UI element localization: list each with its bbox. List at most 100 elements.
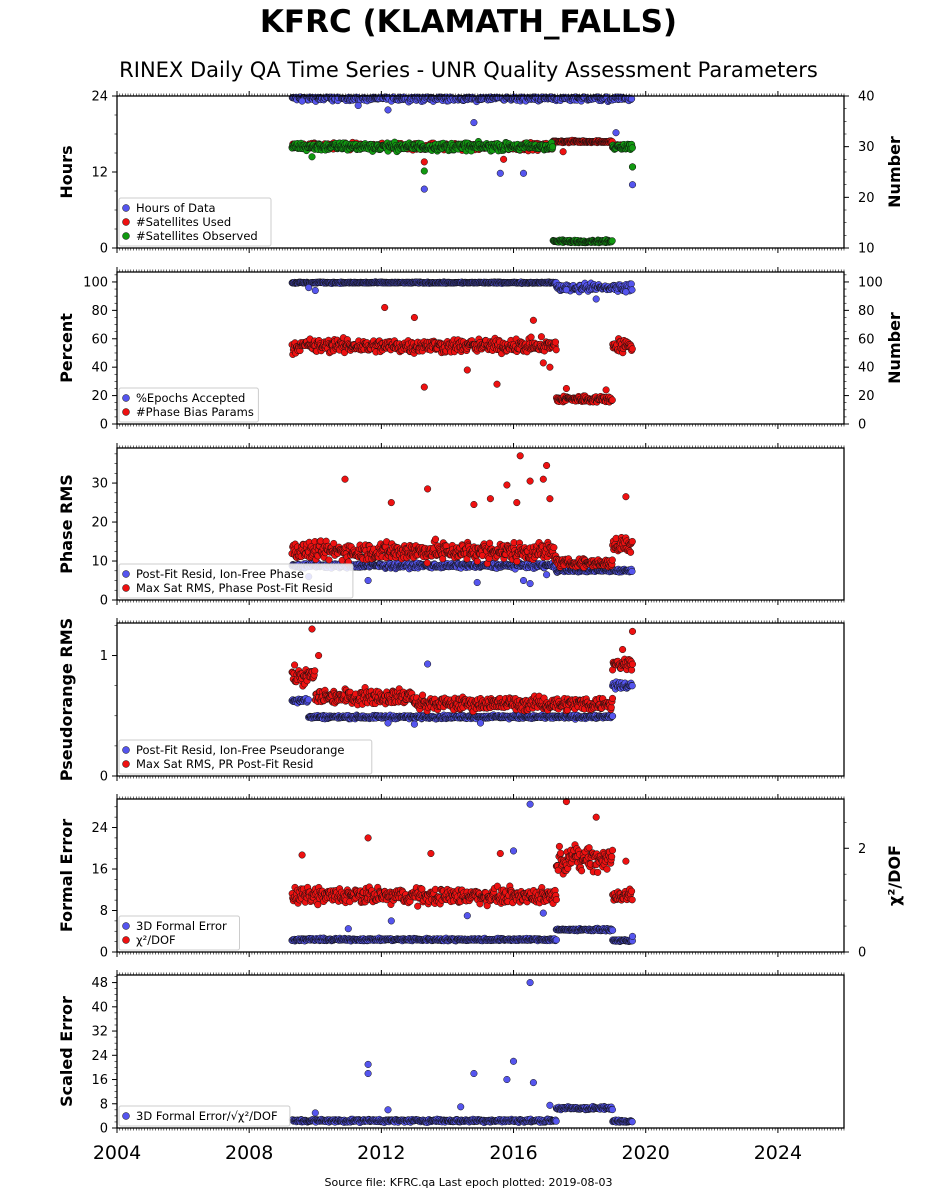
y2-tick-label: 30 [858, 140, 875, 155]
outlier-point [420, 185, 428, 193]
y-axis-ticks [112, 453, 117, 601]
outlier-point [539, 359, 547, 367]
data-point [609, 712, 617, 720]
legend-marker [122, 394, 130, 402]
y-tick-label: 20 [91, 516, 108, 531]
data-point [627, 548, 635, 556]
outlier-point [559, 148, 567, 156]
y-tick-label: 10 [91, 555, 108, 570]
outlier-point [463, 366, 471, 374]
y-axis-label: Phase RMS [57, 474, 76, 574]
y-axis-label: Percent [57, 313, 76, 383]
outlier-point [526, 580, 534, 588]
y-tick-label: 0 [100, 242, 108, 257]
data-point [608, 396, 616, 404]
y-tick-label: 0 [100, 594, 108, 609]
outlier-point [546, 495, 554, 503]
legend-marker [122, 204, 130, 212]
y2-tick-label: 100 [858, 275, 883, 290]
outlier-point [420, 383, 428, 391]
legend: %Epochs Accepted#Phase Bias Params [118, 387, 259, 423]
outlier-point [516, 452, 524, 460]
y2-axis-ticks [844, 274, 849, 425]
outlier-point [384, 106, 392, 114]
outlier-point [424, 485, 432, 493]
series-3-points [288, 137, 637, 247]
outlier-point [519, 576, 528, 585]
y-axis-ticks [112, 274, 117, 425]
y2-tick-label: 20 [858, 389, 875, 404]
legend-marker [122, 408, 130, 416]
data-points [288, 625, 637, 728]
data-point [608, 237, 616, 245]
outlier-point [622, 493, 630, 501]
outlier-point [420, 167, 428, 175]
outlier-point [602, 386, 610, 394]
outlier-point [410, 720, 418, 728]
data-point [291, 661, 299, 669]
data-point [431, 535, 440, 543]
data-point [551, 338, 560, 346]
y2-tick-label: 20 [858, 191, 875, 206]
y-axis-label: Hours [57, 145, 76, 198]
data-point [628, 537, 636, 546]
y2-tick-label: 60 [858, 332, 875, 347]
y2-tick-label: 40 [858, 90, 875, 105]
outlier-point [543, 571, 551, 579]
outlier-point [513, 499, 521, 507]
data-point [325, 556, 333, 564]
data-point [304, 696, 312, 704]
legend-label: Max Sat RMS, Phase Post-Fit Resid [136, 581, 333, 595]
y2-axis-label: Number [885, 136, 904, 208]
legend-label: %Epochs Accepted [136, 391, 245, 405]
series-1-points [288, 278, 636, 303]
data-point [552, 346, 560, 354]
outlier-point [529, 316, 537, 324]
data-point [628, 567, 636, 575]
legend: Hours of Data#Satellites Used#Satellites… [118, 197, 272, 247]
data-point [628, 682, 636, 690]
y-tick-label: 12 [91, 166, 108, 181]
outlier-point [298, 97, 306, 105]
data-point [628, 286, 636, 294]
data-point [423, 559, 431, 567]
outlier-point [341, 475, 349, 483]
legend-label: #Satellites Observed [136, 229, 258, 243]
outlier-point [526, 477, 534, 485]
data-point [473, 557, 481, 565]
outlier-point [305, 284, 313, 292]
outlier-point [424, 660, 432, 668]
outlier-point [496, 169, 504, 177]
data-point [549, 143, 557, 151]
outlier-point [308, 153, 316, 161]
series-2-points [288, 452, 636, 571]
outlier-point [592, 295, 600, 303]
y-tick-label: 80 [91, 304, 108, 319]
legend-marker [122, 218, 130, 226]
data-points [288, 278, 636, 406]
data-point [628, 144, 636, 152]
outlier-point [364, 576, 372, 585]
panel-2: 020406080100Percent020406080100Number%Ep… [57, 267, 904, 433]
data-point [513, 557, 521, 566]
y2-tick-label: 10 [858, 242, 875, 257]
legend-marker [122, 570, 130, 578]
y2-axis-label: Number [885, 312, 904, 384]
outlier-point [500, 155, 508, 163]
y-axis-ticks [112, 95, 117, 249]
data-point [537, 333, 545, 341]
outlier-point [612, 129, 620, 137]
legend-label: Post-Fit Resid, Ion-Free Phase [136, 567, 304, 581]
legend-label: #Satellites Used [136, 215, 231, 229]
data-point [608, 556, 616, 564]
outlier-point [628, 163, 637, 171]
data-point [311, 667, 319, 675]
outlier-point [539, 475, 547, 483]
y-tick-label: 60 [91, 332, 108, 347]
outlier-point [470, 119, 478, 127]
